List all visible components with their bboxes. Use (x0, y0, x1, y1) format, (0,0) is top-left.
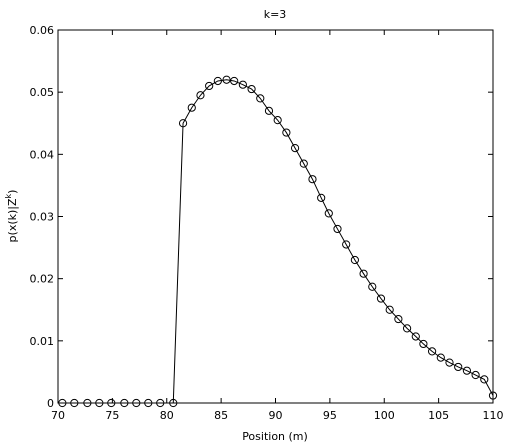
x-tick-label: 105 (428, 409, 449, 422)
y-tick-label: 0.06 (30, 24, 55, 37)
data-point (83, 398, 92, 408)
data-point (120, 398, 129, 408)
data-point (290, 144, 300, 153)
data-point (368, 282, 377, 291)
data-point (238, 80, 247, 89)
data-point (308, 175, 317, 184)
data-point (187, 103, 196, 112)
data-point (428, 347, 437, 356)
data-point (282, 128, 291, 137)
data-point (419, 339, 428, 349)
data-point (454, 362, 463, 372)
x-tick-label: 80 (160, 409, 174, 422)
data-point (273, 116, 282, 125)
data-point (230, 76, 239, 86)
data-point (394, 314, 403, 324)
x-tick-label: 95 (323, 409, 337, 422)
data-point (462, 366, 471, 375)
data-point (359, 269, 368, 278)
data-point (107, 398, 116, 408)
data-point (222, 75, 231, 84)
data-point (376, 294, 386, 303)
data-point (471, 370, 480, 380)
y-tick-label: 0.04 (30, 148, 55, 161)
x-tick-label: 75 (105, 409, 119, 422)
x-tick-label: 70 (51, 409, 65, 422)
x-axis-label: Position (m) (242, 430, 308, 443)
data-point (178, 119, 188, 128)
data-point (411, 332, 420, 341)
data-point (299, 159, 308, 168)
data-point (317, 193, 326, 202)
data-point (58, 398, 67, 408)
y-label-sup: k (4, 193, 13, 198)
data-point (205, 81, 214, 91)
x-tick-label: 100 (374, 409, 395, 422)
data-point (196, 91, 205, 100)
x-tick-label: 85 (214, 409, 228, 422)
data-point (70, 398, 79, 408)
data-point (402, 324, 412, 333)
data-point (333, 224, 342, 234)
data-point (480, 375, 489, 384)
data-point (144, 398, 153, 408)
y-tick-label: 0.01 (30, 335, 55, 348)
data-point (213, 76, 222, 86)
y-tick-label: 0 (47, 397, 54, 410)
x-tick-label: 90 (269, 409, 283, 422)
data-point (156, 398, 165, 408)
data-point (264, 106, 274, 115)
data-point (169, 398, 178, 408)
data-point (488, 391, 498, 400)
data-point (256, 94, 265, 103)
y-tick-label: 0.02 (30, 273, 55, 286)
y-label-base: p(x(k)|Z (6, 198, 19, 242)
data-point (132, 398, 141, 408)
y-tick-label: 0.05 (30, 86, 55, 99)
data-point (247, 84, 256, 94)
data-point (436, 353, 445, 362)
data-point (342, 240, 351, 249)
x-tick-label: 110 (483, 409, 504, 422)
data-point (445, 358, 454, 367)
y-axis-label: p(x(k)|Zk) (4, 190, 19, 243)
y-tick-label: 0.03 (30, 211, 55, 224)
data-point (350, 255, 359, 265)
y-label-tail: ) (6, 190, 19, 194)
chart-title: k=3 (264, 8, 287, 21)
data-point (385, 305, 394, 314)
data-point (95, 398, 104, 408)
data-point (324, 209, 333, 218)
